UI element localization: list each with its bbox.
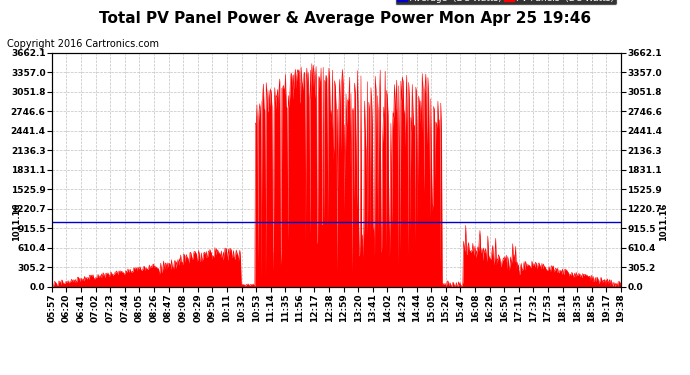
Text: 1011.16: 1011.16 — [12, 203, 21, 242]
Text: Copyright 2016 Cartronics.com: Copyright 2016 Cartronics.com — [7, 39, 159, 50]
Legend: Average  (DC Watts), PV Panels  (DC Watts): Average (DC Watts), PV Panels (DC Watts) — [395, 0, 617, 5]
Text: Total PV Panel Power & Average Power Mon Apr 25 19:46: Total PV Panel Power & Average Power Mon… — [99, 11, 591, 26]
Text: 1011.16: 1011.16 — [659, 203, 668, 242]
